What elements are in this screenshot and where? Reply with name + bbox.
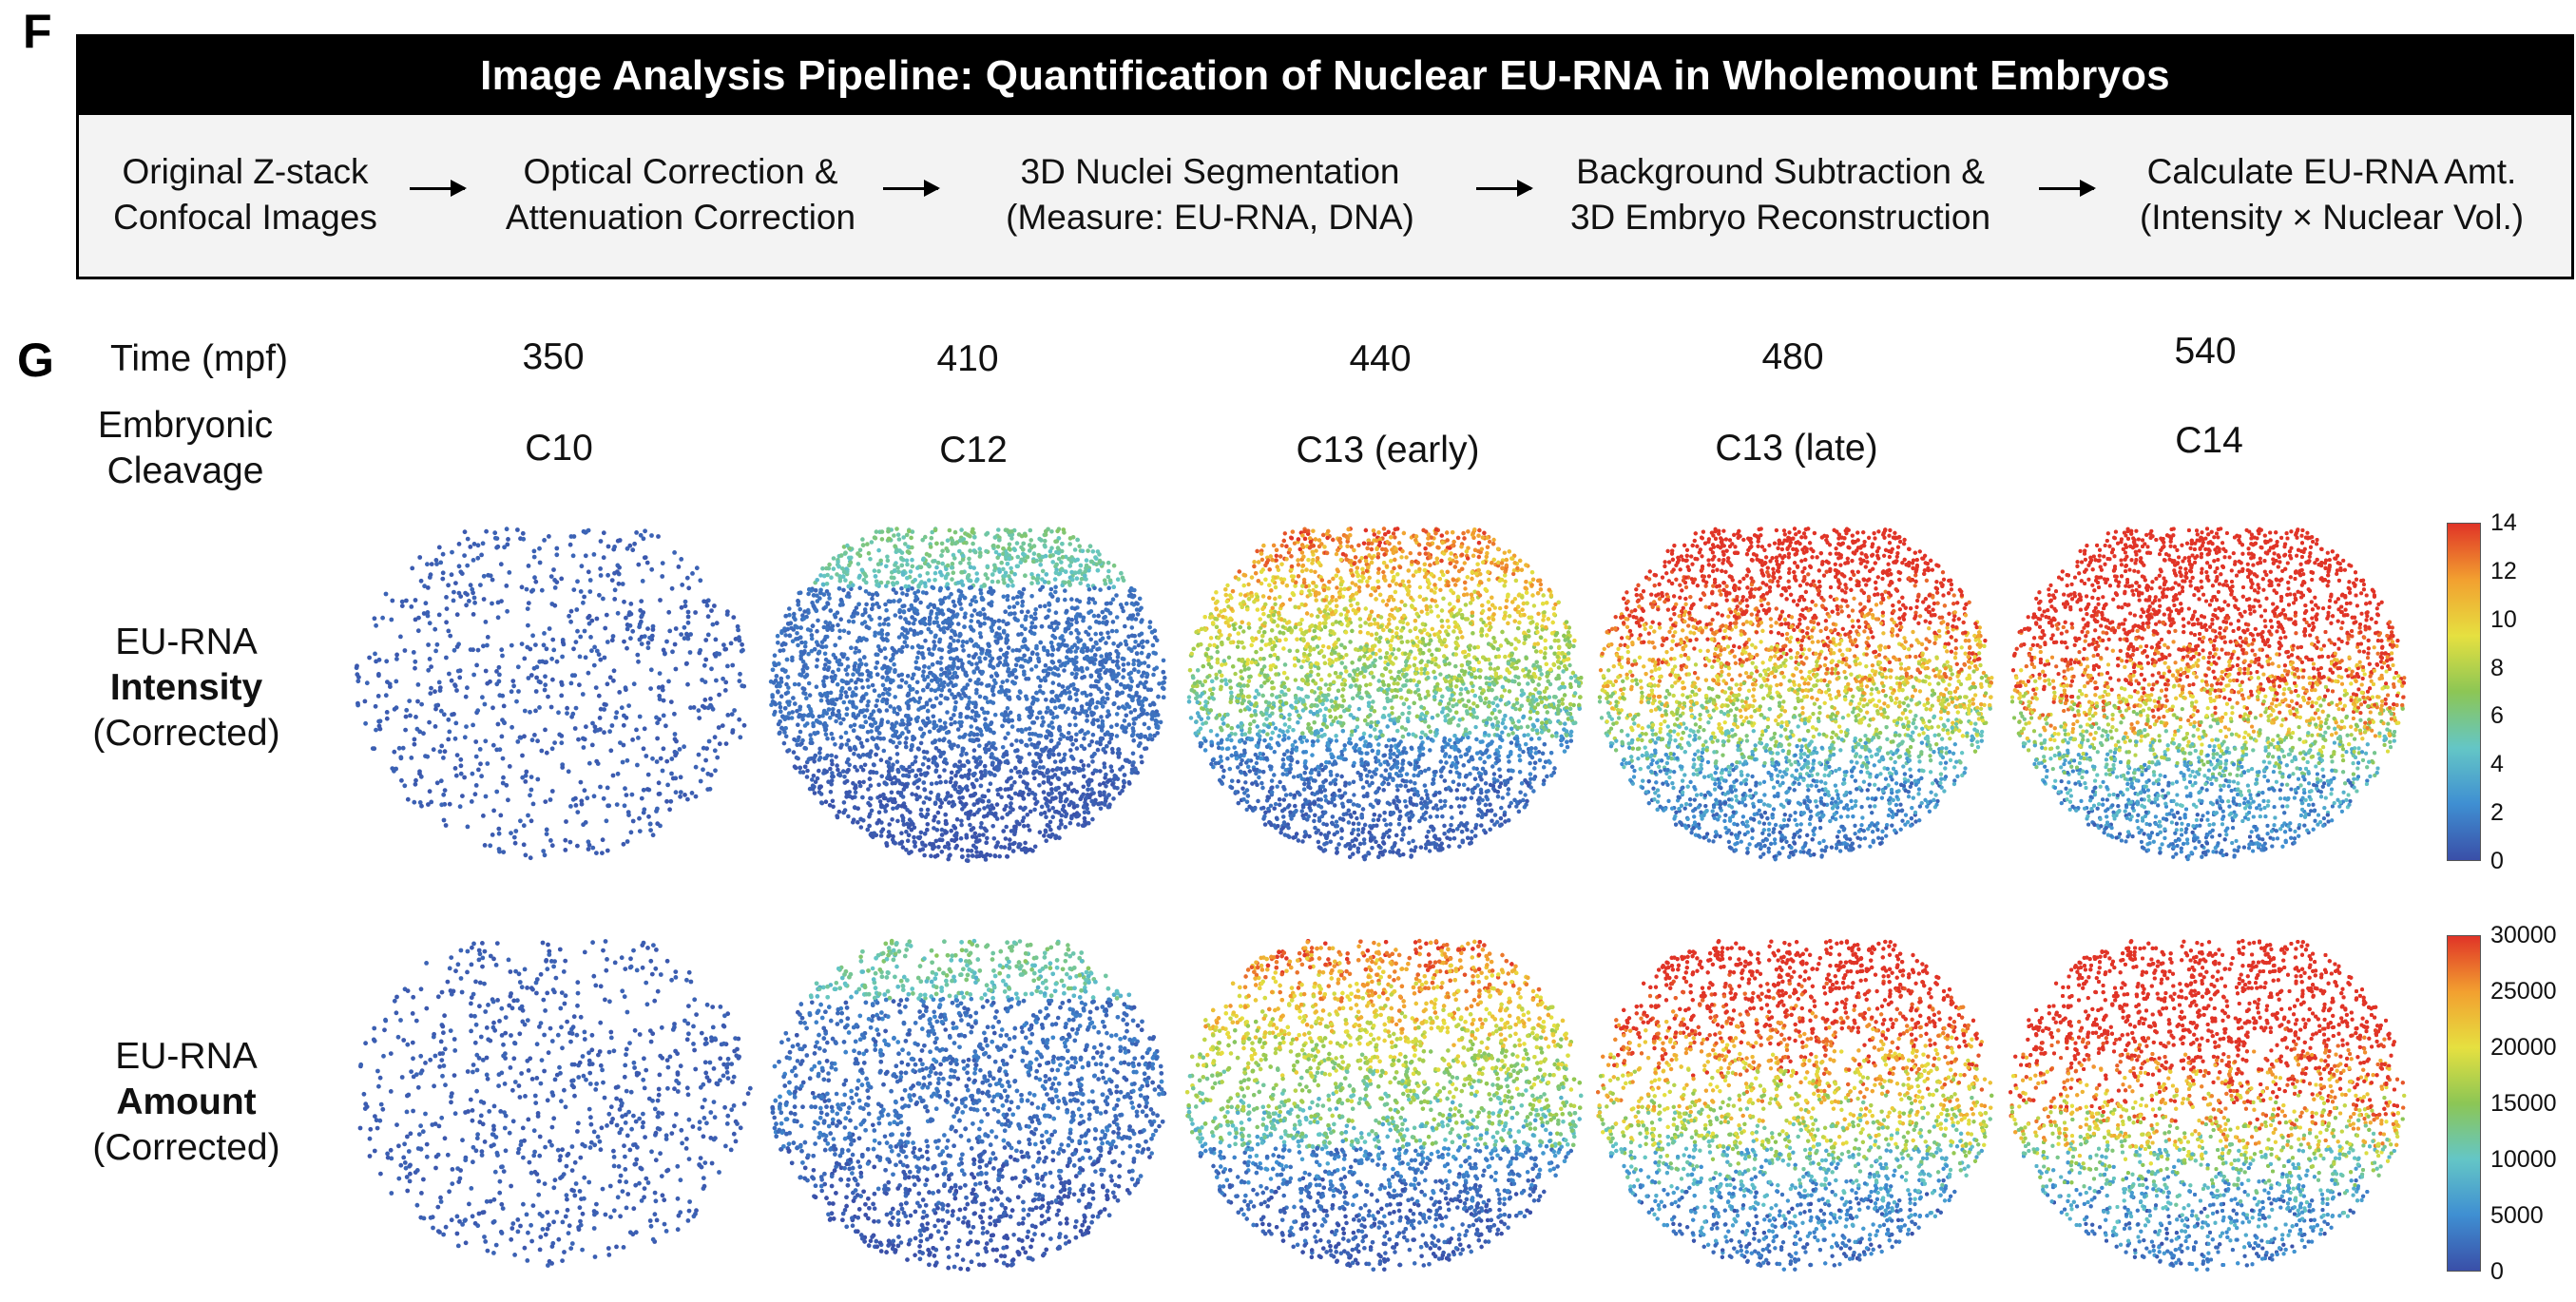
amount-colorbar-tick: 30000 <box>2490 923 2557 948</box>
intensity-colorbar-tick: 0 <box>2490 849 2504 873</box>
amount-colorbar <box>2447 935 2481 1272</box>
amount-colorbar-tick: 15000 <box>2490 1091 2557 1116</box>
intensity-colorbar-tick: 8 <box>2490 656 2504 680</box>
embryo-amount-4 <box>1596 939 1993 1272</box>
intensity-colorbar-tick: 10 <box>2490 607 2517 632</box>
amount-colorbar-tick: 20000 <box>2490 1035 2557 1060</box>
intensity-colorbar-tick: 2 <box>2490 800 2504 825</box>
intensity-colorbar-tick: 12 <box>2490 559 2517 584</box>
embryo-amount-5 <box>2009 939 2406 1272</box>
amount-colorbar-tick: 10000 <box>2490 1147 2557 1172</box>
amount-colorbar-tick: 5000 <box>2490 1203 2544 1228</box>
intensity-colorbar-tick: 6 <box>2490 703 2504 728</box>
embryo-intensity-5 <box>2010 527 2406 861</box>
embryo-intensity-2 <box>769 527 1167 863</box>
amount-colorbar-tick: 25000 <box>2490 979 2557 1004</box>
embryo-amount-1 <box>358 939 753 1268</box>
intensity-colorbar-tick: 14 <box>2490 510 2517 535</box>
intensity-colorbar <box>2447 523 2481 861</box>
amount-colorbar-tick: 0 <box>2490 1259 2504 1284</box>
intensity-colorbar-tick: 4 <box>2490 752 2504 776</box>
embryo-intensity-3 <box>1187 527 1584 861</box>
embryo-amount-2 <box>770 939 1166 1272</box>
embryo-amount-3 <box>1185 939 1584 1272</box>
embryo-intensity-1 <box>355 527 747 860</box>
embryo-intensity-4 <box>1598 527 1993 861</box>
